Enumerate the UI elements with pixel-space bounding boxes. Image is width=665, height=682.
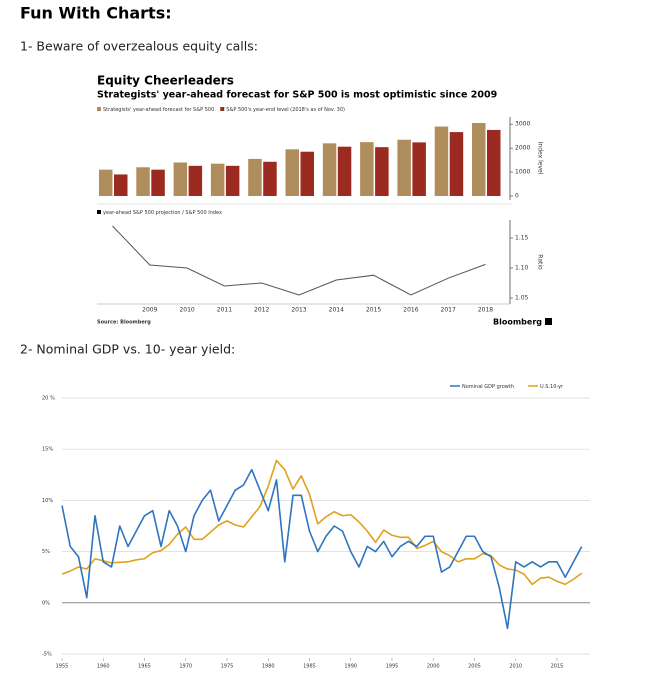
y-tick-label: 10% xyxy=(42,498,53,504)
y-tick-label: 15% xyxy=(42,447,53,453)
x-tick-label: 2015 xyxy=(366,307,381,314)
bar xyxy=(285,149,299,196)
chart-subtitle: Strategists' year-ahead forecast for S&P… xyxy=(97,90,497,101)
y-tick-label: 1.05 xyxy=(515,295,529,302)
bar xyxy=(434,126,449,196)
bar xyxy=(449,132,464,196)
legend-swatch xyxy=(97,107,101,111)
x-tick-label: 2010 xyxy=(509,664,522,670)
x-tick-label: 2000 xyxy=(427,664,440,670)
y-tick-label: -5% xyxy=(42,652,52,658)
x-tick-label: 1985 xyxy=(303,664,316,670)
bar xyxy=(487,129,501,196)
x-tick-label: 1975 xyxy=(221,664,234,670)
ratio-line xyxy=(112,225,486,296)
x-tick-label: 1960 xyxy=(97,664,110,670)
x-tick-label: 1970 xyxy=(179,664,192,670)
y-axis-label: Ratio xyxy=(537,254,544,270)
bar xyxy=(337,146,352,196)
section-heading: 2- Nominal GDP vs. 10- year yield: xyxy=(20,342,235,357)
bar xyxy=(114,174,128,196)
y-tick-label: 1000 xyxy=(515,169,530,176)
x-tick-label: 1955 xyxy=(56,664,69,670)
bar xyxy=(248,158,262,196)
chart-title: Equity Cheerleaders xyxy=(97,74,234,88)
x-tick-label: 1995 xyxy=(386,664,399,670)
x-tick-label: 2005 xyxy=(468,664,481,670)
brand-icon xyxy=(545,318,552,325)
brand: Bloomberg xyxy=(493,318,542,327)
section-heading: 1- Beware of overzealous equity calls: xyxy=(20,39,258,54)
bar xyxy=(397,139,411,196)
bar xyxy=(322,143,337,196)
y-axis-label: Index level xyxy=(537,142,544,175)
x-tick-label: 2012 xyxy=(254,307,269,314)
x-tick-label: 2014 xyxy=(329,307,344,314)
bar xyxy=(300,151,314,196)
series-line xyxy=(61,468,583,630)
x-tick-label: 2017 xyxy=(441,307,456,314)
x-tick-label: 1990 xyxy=(344,664,357,670)
bar xyxy=(263,161,277,196)
bar xyxy=(136,167,150,196)
bar xyxy=(173,162,188,196)
x-tick-label: 2015 xyxy=(551,664,564,670)
source: Source: Bloomberg xyxy=(97,320,151,326)
bar xyxy=(99,169,113,196)
legend-label: Nominal GDP growth xyxy=(462,384,514,390)
legend-swatch xyxy=(220,107,225,111)
legend-label: S&P 500's year-end level (2018's as of N… xyxy=(226,107,345,113)
x-tick-label: 2009 xyxy=(142,307,157,314)
x-tick-label: 2011 xyxy=(217,307,232,314)
bar xyxy=(225,165,240,196)
bar xyxy=(188,165,203,196)
page-title: Fun With Charts: xyxy=(20,4,172,23)
x-tick-label: 2018 xyxy=(478,307,493,314)
bar xyxy=(210,163,225,196)
y-tick-label: 3000 xyxy=(515,121,530,128)
x-tick-label: 1965 xyxy=(138,664,151,670)
y-tick-label: 2000 xyxy=(515,145,530,152)
y-tick-label: 0% xyxy=(42,600,50,606)
y-tick-label: 20 % xyxy=(42,396,55,402)
legend-label: Strategists' year-ahead forecast for S&P… xyxy=(103,107,214,113)
legend-swatch xyxy=(97,210,101,214)
legend-label: year-ahead S&P 500 projection / S&P 500 … xyxy=(103,210,222,216)
bar xyxy=(151,169,165,196)
x-tick-label: 2016 xyxy=(403,307,418,314)
bar xyxy=(375,147,389,196)
series-line xyxy=(61,459,583,586)
y-tick-label: 5% xyxy=(42,549,50,555)
bar xyxy=(412,142,426,196)
x-tick-label: 2010 xyxy=(179,307,194,314)
bar xyxy=(472,122,486,196)
x-tick-label: 1980 xyxy=(262,664,275,670)
x-tick-label: 2013 xyxy=(291,307,306,314)
legend-label: U.S.10-yr xyxy=(540,384,564,390)
y-tick-label: 1.10 xyxy=(515,265,529,272)
bar xyxy=(360,142,374,196)
y-tick-label: 1.15 xyxy=(515,235,529,242)
y-tick-label: 0 xyxy=(515,193,519,200)
